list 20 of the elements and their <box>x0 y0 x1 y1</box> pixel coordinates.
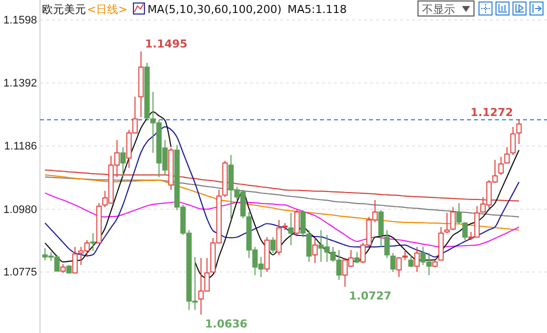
y-tick-label: 1.0775 <box>3 266 37 279</box>
chart-subtitle: <日线> <box>87 3 128 16</box>
y-tick-label: 1.1186 <box>4 140 37 153</box>
y-tick-label: 1.1598 <box>3 14 37 26</box>
candlestick <box>312 238 318 264</box>
annotation: MA5:1.118 <box>288 3 347 16</box>
candlestick <box>90 232 96 252</box>
annotation: 1.0636 <box>205 318 248 331</box>
candlestick <box>138 50 144 118</box>
candlestick <box>288 212 294 246</box>
chart-title: 欧元美元 <box>42 3 86 16</box>
annotation: MA(5,10,30,60,100,200) <box>147 3 282 16</box>
candlestick <box>276 219 282 256</box>
y-tick-label: 1.1392 <box>3 78 37 90</box>
annotation: 1.1272 <box>470 106 513 119</box>
y-tick-label: 1.0980 <box>3 204 37 216</box>
annotation: 不显示 <box>422 3 455 16</box>
annotation: 1.1495 <box>145 37 188 50</box>
candlestick <box>120 146 126 178</box>
annotation: 1.0727 <box>349 290 392 303</box>
